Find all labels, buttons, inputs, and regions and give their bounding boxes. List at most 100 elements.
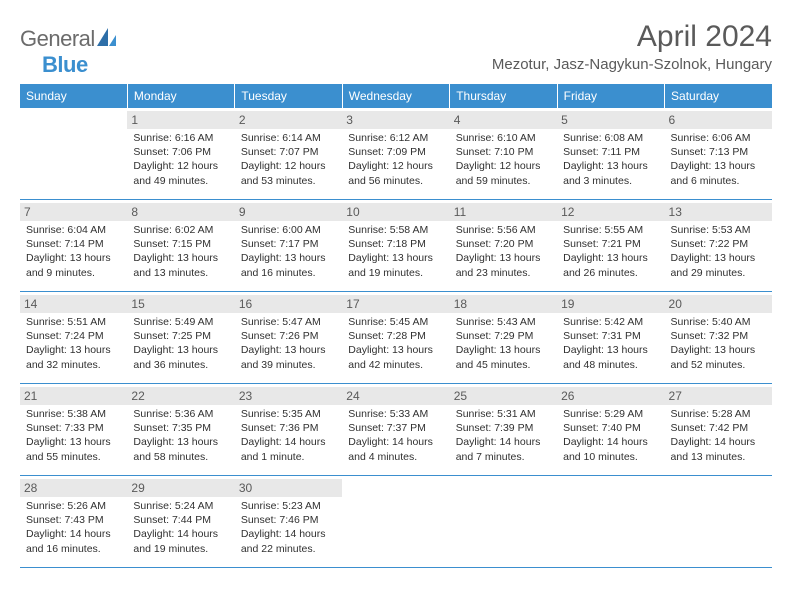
weekday-header: Wednesday (342, 84, 449, 108)
sunset-text: Sunset: 7:31 PM (563, 329, 658, 343)
sunset-text: Sunset: 7:18 PM (348, 237, 443, 251)
sunrise-text: Sunrise: 6:08 AM (563, 131, 658, 145)
calendar-day-cell (342, 476, 449, 568)
sunrise-text: Sunrise: 5:24 AM (133, 499, 228, 513)
day-number (665, 479, 772, 497)
day-info: Sunrise: 5:43 AMSunset: 7:29 PMDaylight:… (456, 315, 551, 372)
daylight-text: and 26 minutes. (563, 266, 658, 280)
sunrise-text: Sunrise: 6:10 AM (456, 131, 551, 145)
calendar-day-cell: 20Sunrise: 5:40 AMSunset: 7:32 PMDayligh… (665, 292, 772, 384)
title-block: April 2024 Mezotur, Jasz-Nagykun-Szolnok… (492, 20, 772, 73)
daylight-text: Daylight: 13 hours (671, 251, 766, 265)
sunset-text: Sunset: 7:36 PM (241, 421, 336, 435)
sunset-text: Sunset: 7:15 PM (133, 237, 228, 251)
sunrise-text: Sunrise: 5:38 AM (26, 407, 121, 421)
sunset-text: Sunset: 7:33 PM (26, 421, 121, 435)
day-info: Sunrise: 5:55 AMSunset: 7:21 PMDaylight:… (563, 223, 658, 280)
day-number: 15 (127, 295, 234, 313)
daylight-text: and 48 minutes. (563, 358, 658, 372)
calendar-day-cell: 11 Sunrise: 5:56 AMSunset: 7:20 PMDayligh… (450, 200, 557, 292)
calendar-day-cell: 30Sunrise: 5:23 AMSunset: 7:46 PMDayligh… (235, 476, 342, 568)
day-number: 19 (557, 295, 664, 313)
daylight-text: and 1 minute. (241, 450, 336, 464)
calendar-week-row: 7Sunrise: 6:04 AMSunset: 7:14 PMDaylight… (20, 200, 772, 292)
sunrise-text: Sunrise: 5:28 AM (671, 407, 766, 421)
daylight-text: and 10 minutes. (563, 450, 658, 464)
sunset-text: Sunset: 7:26 PM (241, 329, 336, 343)
day-number: 2 (235, 111, 342, 129)
sunrise-text: Sunrise: 6:16 AM (133, 131, 228, 145)
sunset-text: Sunset: 7:42 PM (671, 421, 766, 435)
daylight-text: Daylight: 12 hours (241, 159, 336, 173)
weekday-header: Friday (557, 84, 664, 108)
day-info: Sunrise: 6:14 AMSunset: 7:07 PMDaylight:… (241, 131, 336, 188)
day-info: Sunrise: 5:38 AMSunset: 7:33 PMDaylight:… (26, 407, 121, 464)
day-info: Sunrise: 5:24 AMSunset: 7:44 PMDaylight:… (133, 499, 228, 556)
day-number: 11 (450, 203, 557, 221)
day-number (342, 479, 449, 497)
daylight-text: and 59 minutes. (456, 174, 551, 188)
daylight-text: Daylight: 14 hours (671, 435, 766, 449)
sunset-text: Sunset: 7:32 PM (671, 329, 766, 343)
daylight-text: Daylight: 13 hours (26, 343, 121, 357)
day-number: 21 (20, 387, 127, 405)
day-info: Sunrise: 5:58 AMSunset: 7:18 PMDaylight:… (348, 223, 443, 280)
daylight-text: Daylight: 14 hours (348, 435, 443, 449)
daylight-text: Daylight: 14 hours (241, 435, 336, 449)
daylight-text: and 3 minutes. (563, 174, 658, 188)
day-info: Sunrise: 5:31 AMSunset: 7:39 PMDaylight:… (456, 407, 551, 464)
calendar-day-cell: 26Sunrise: 5:29 AMSunset: 7:40 PMDayligh… (557, 384, 664, 476)
daylight-text: and 52 minutes. (671, 358, 766, 372)
daylight-text: and 53 minutes. (241, 174, 336, 188)
sunset-text: Sunset: 7:40 PM (563, 421, 658, 435)
day-number: 25 (450, 387, 557, 405)
sunset-text: Sunset: 7:06 PM (133, 145, 228, 159)
daylight-text: Daylight: 13 hours (26, 435, 121, 449)
daylight-text: Daylight: 14 hours (563, 435, 658, 449)
sunset-text: Sunset: 7:39 PM (456, 421, 551, 435)
sunset-text: Sunset: 7:20 PM (456, 237, 551, 251)
calendar-day-cell: 18 Sunrise: 5:43 AMSunset: 7:29 PMDayligh… (450, 292, 557, 384)
calendar-day-cell: 10Sunrise: 5:58 AMSunset: 7:18 PMDayligh… (342, 200, 449, 292)
sunset-text: Sunset: 7:44 PM (133, 513, 228, 527)
day-number: 20 (665, 295, 772, 313)
daylight-text: Daylight: 13 hours (348, 251, 443, 265)
sunrise-text: Sunrise: 5:36 AM (133, 407, 228, 421)
day-number: 6 (665, 111, 772, 129)
calendar-day-cell: 19Sunrise: 5:42 AMSunset: 7:31 PMDayligh… (557, 292, 664, 384)
sunrise-text: Sunrise: 5:45 AM (348, 315, 443, 329)
day-number: 30 (235, 479, 342, 497)
sunset-text: Sunset: 7:24 PM (26, 329, 121, 343)
sunset-text: Sunset: 7:09 PM (348, 145, 443, 159)
sunset-text: Sunset: 7:37 PM (348, 421, 443, 435)
day-info: Sunrise: 6:02 AMSunset: 7:15 PMDaylight:… (133, 223, 228, 280)
day-info: Sunrise: 5:56 AMSunset: 7:20 PMDaylight:… (456, 223, 551, 280)
calendar-day-cell: 12Sunrise: 5:55 AMSunset: 7:21 PMDayligh… (557, 200, 664, 292)
sunset-text: Sunset: 7:25 PM (133, 329, 228, 343)
daylight-text: and 19 minutes. (348, 266, 443, 280)
day-number (20, 111, 127, 129)
daylight-text: Daylight: 14 hours (26, 527, 121, 541)
calendar-day-cell: 29Sunrise: 5:24 AMSunset: 7:44 PMDayligh… (127, 476, 234, 568)
day-number: 17 (342, 295, 449, 313)
day-info: Sunrise: 5:33 AMSunset: 7:37 PMDaylight:… (348, 407, 443, 464)
weekday-header: Saturday (665, 84, 772, 108)
sunrise-text: Sunrise: 5:47 AM (241, 315, 336, 329)
day-number: 4 (450, 111, 557, 129)
sunrise-text: Sunrise: 5:58 AM (348, 223, 443, 237)
calendar-day-cell: 16Sunrise: 5:47 AMSunset: 7:26 PMDayligh… (235, 292, 342, 384)
daylight-text: and 36 minutes. (133, 358, 228, 372)
sunset-text: Sunset: 7:07 PM (241, 145, 336, 159)
daylight-text: Daylight: 13 hours (133, 251, 228, 265)
day-info: Sunrise: 5:36 AMSunset: 7:35 PMDaylight:… (133, 407, 228, 464)
day-number: 18 (450, 295, 557, 313)
calendar-day-cell: 9Sunrise: 6:00 AMSunset: 7:17 PMDaylight… (235, 200, 342, 292)
day-number: 9 (235, 203, 342, 221)
sunset-text: Sunset: 7:43 PM (26, 513, 121, 527)
weekday-header: Tuesday (235, 84, 342, 108)
sunset-text: Sunset: 7:35 PM (133, 421, 228, 435)
daylight-text: and 45 minutes. (456, 358, 551, 372)
daylight-text: Daylight: 14 hours (456, 435, 551, 449)
daylight-text: Daylight: 13 hours (26, 251, 121, 265)
logo: General Blue (20, 26, 117, 78)
